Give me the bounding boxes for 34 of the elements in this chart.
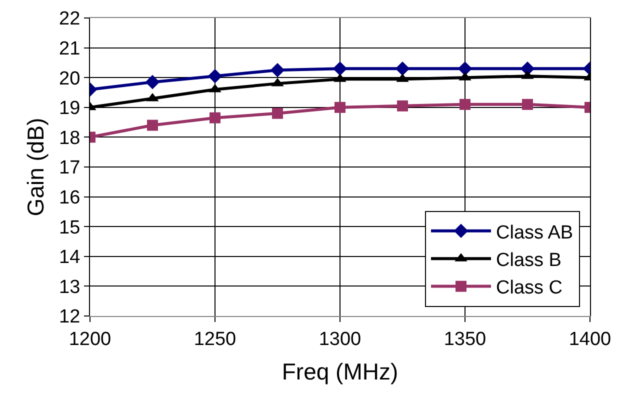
point [334,102,346,113]
y-tick-label: 19 [59,98,80,120]
point [522,98,533,110]
point [460,98,470,110]
point [270,63,285,78]
point [397,100,408,112]
y-tick-label: 18 [59,128,80,149]
y-tick-label: 21 [59,38,80,60]
x-tick-label: 1250 [194,328,236,350]
x-tick-label: 1350 [444,328,486,350]
x-tick-label: 1200 [68,328,112,350]
point [332,62,348,76]
x-axis-title: Freq (MHz) [282,358,398,384]
point [395,62,410,76]
y-tick-label: 12 [59,306,80,328]
y-tick-label: 13 [59,276,80,298]
y-axis-title: Gain (dB) [22,118,49,216]
legend-label: Class AB [496,222,574,244]
y-tick-label: 17 [59,158,80,179]
x-tick-label: 1400 [568,328,612,350]
point [210,112,220,124]
point [147,120,158,131]
y-tick-label: 15 [59,217,80,238]
point [272,108,283,119]
point [145,74,160,90]
y-tick-label: 22 [59,8,80,30]
y-tick-label: 20 [59,68,80,90]
legend-label: Class B [496,250,562,272]
x-tick-label: 1300 [318,328,362,350]
point [208,68,222,84]
y-tick-label: 16 [59,187,80,208]
point [458,62,472,76]
legend-label: Class C [496,278,563,299]
y-tick-label: 14 [59,247,81,268]
